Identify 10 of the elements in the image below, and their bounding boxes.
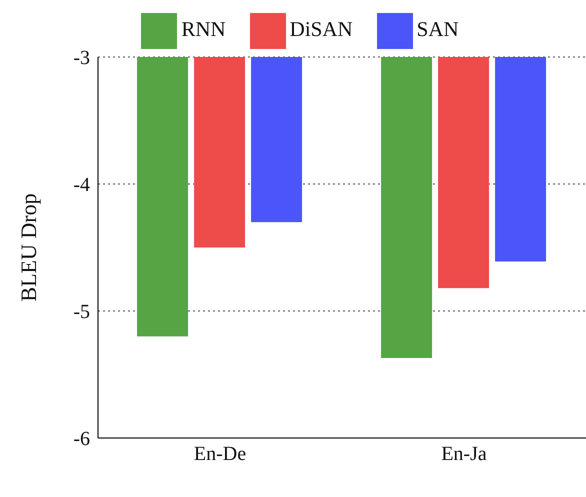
y-tick-label: -6 — [73, 428, 90, 450]
x-tick-label: En-Ja — [441, 443, 487, 466]
legend-label: RNN — [181, 16, 226, 41]
y-axis-title: BLEU Drop — [16, 193, 41, 302]
y-tick-label: -5 — [73, 301, 90, 324]
legend-label: SAN — [416, 16, 459, 41]
y-tick-label: -3 — [73, 47, 90, 70]
legend-label: DiSAN — [290, 16, 353, 41]
x-tick-label: En-De — [194, 443, 246, 466]
y-tick-label: -4 — [73, 174, 90, 196]
